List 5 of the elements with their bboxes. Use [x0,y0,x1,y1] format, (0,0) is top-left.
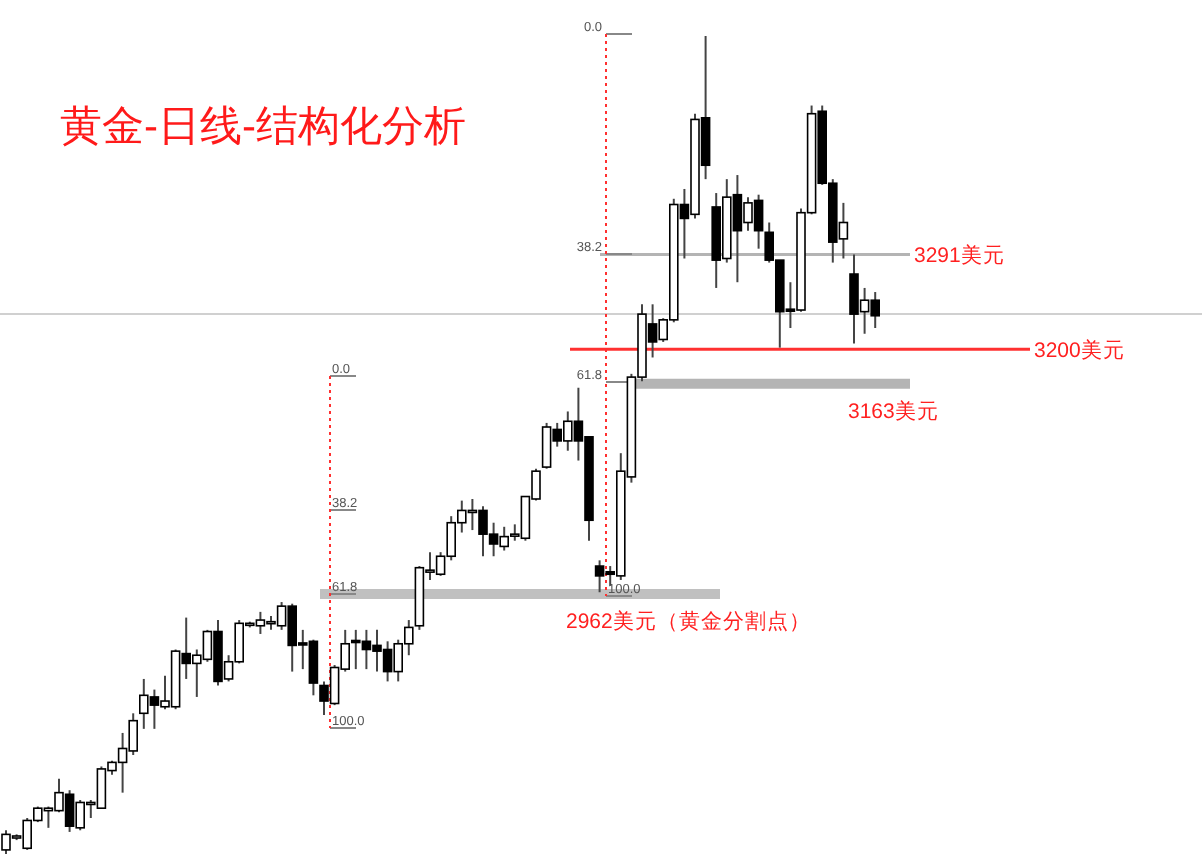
ref-line-label: 3163美元 [848,397,939,424]
ref-line-label: 3291美元 [914,242,1005,269]
ref-line-label: 3200美元 [1034,337,1125,364]
ref-line-label: 2962美元（黄金分割点） [566,607,811,634]
text: 黄金-日线-结构化分析 [60,104,466,150]
